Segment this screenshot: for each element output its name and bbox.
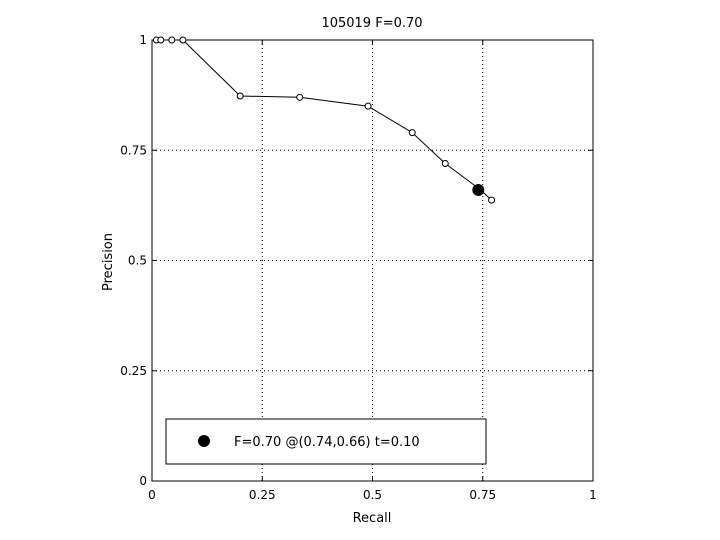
- legend-label: F=0.70 @(0.74,0.66) t=0.10: [234, 435, 420, 450]
- legend-box: [165, 418, 487, 465]
- x-tick-label: 0.75: [469, 488, 496, 502]
- legend-marker: [198, 435, 210, 447]
- y-tick-label: 0.75: [120, 143, 147, 157]
- series-layer: [152, 36, 496, 204]
- pr-curve-point: [364, 102, 372, 110]
- ticks-layer: 0 0.25 0.5 0.75 1 0 0.25 0.5 0.75 1: [120, 33, 597, 502]
- pr-curve-point: [408, 129, 416, 137]
- x-axis-label: Recall: [353, 511, 392, 526]
- y-tick-label: 0.5: [128, 254, 147, 268]
- x-tick-label: 0: [148, 488, 156, 502]
- y-tick-label: 0.25: [120, 364, 147, 378]
- pr-curve-point: [179, 36, 187, 44]
- x-tick-label: 0.25: [249, 488, 276, 502]
- y-tick-label: 0: [139, 474, 147, 488]
- pr-curve-point: [157, 36, 165, 44]
- best-f-point: [472, 183, 485, 196]
- legend: F=0.70 @(0.74,0.66) t=0.10: [165, 418, 487, 465]
- y-tick-label: 1: [139, 33, 147, 47]
- x-tick-label: 0.5: [363, 488, 382, 502]
- pr-curve-point: [236, 92, 244, 100]
- y-axis-label: Precision: [101, 233, 116, 291]
- pr-curve-point: [488, 196, 496, 204]
- chart-title: 105019 F=0.70: [321, 16, 422, 31]
- pr-curve-point: [168, 36, 176, 44]
- pr-curve-point: [441, 159, 449, 167]
- pr-curve-point: [296, 93, 304, 101]
- grid-layer: [152, 40, 593, 481]
- x-tick-label: 1: [589, 488, 597, 502]
